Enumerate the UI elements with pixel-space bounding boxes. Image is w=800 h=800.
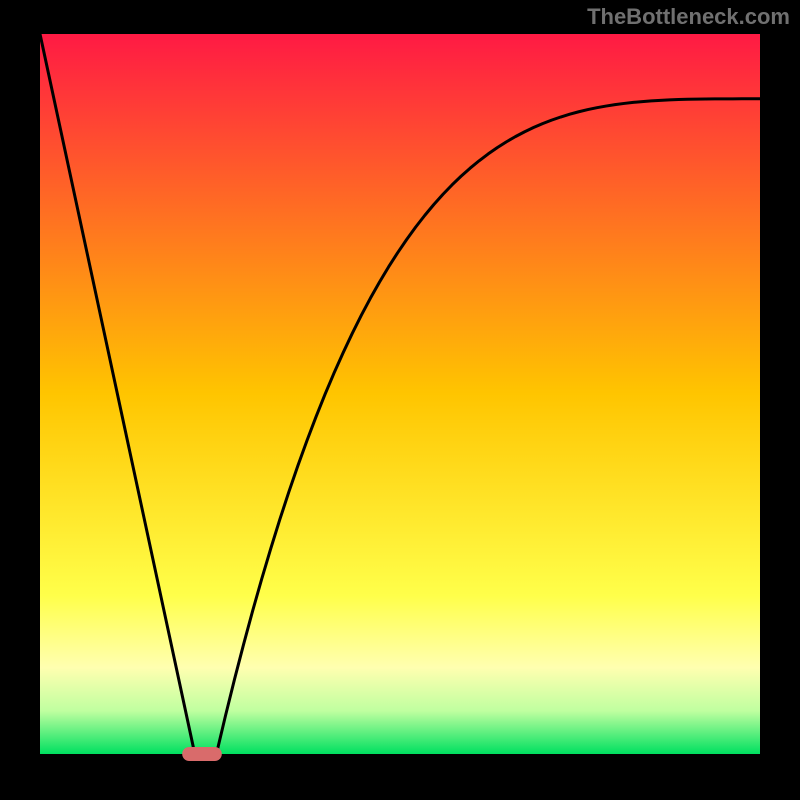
watermark-text: TheBottleneck.com — [587, 4, 790, 30]
optimal-range-marker — [182, 747, 222, 761]
plot-background — [40, 34, 760, 754]
bottleneck-chart: TheBottleneck.com — [0, 0, 800, 800]
chart-svg — [0, 0, 800, 800]
